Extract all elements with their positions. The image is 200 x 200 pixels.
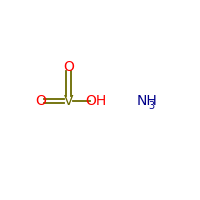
Text: V: V	[64, 94, 73, 108]
Text: 3: 3	[148, 101, 154, 111]
Text: NH: NH	[137, 94, 157, 108]
Text: O: O	[35, 94, 46, 108]
Text: OH: OH	[86, 94, 107, 108]
Text: O: O	[63, 60, 74, 74]
